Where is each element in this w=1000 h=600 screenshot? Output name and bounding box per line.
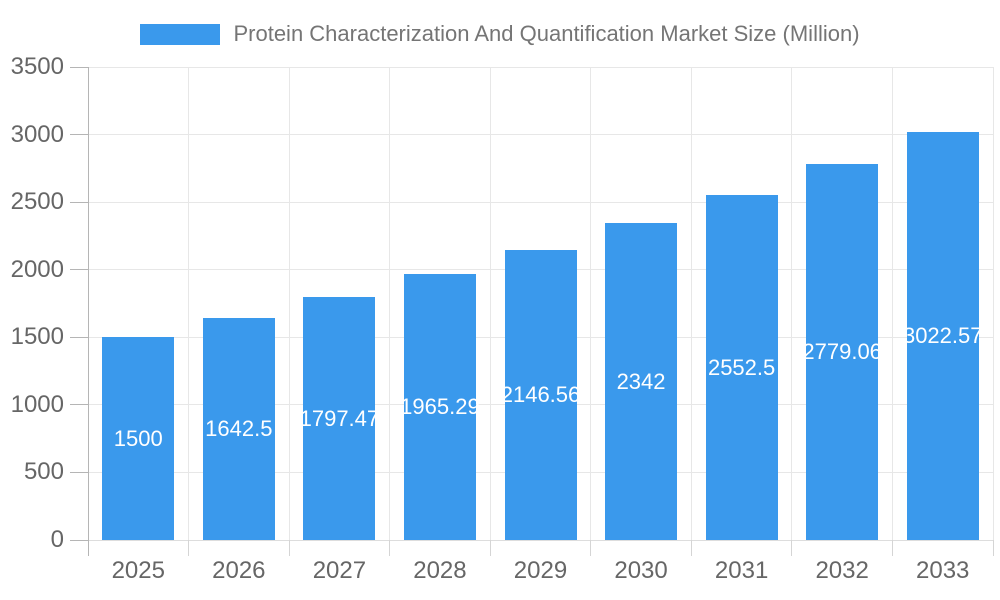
bar-value-label-2026: 1642.5: [205, 416, 273, 441]
x-axis-label-2033: 2033: [916, 557, 970, 584]
gridline-x-3: [389, 67, 391, 540]
x-axis-label-2026: 2026: [212, 557, 266, 584]
y-axis-label-1500: 1500: [10, 323, 64, 351]
legend: Protein Characterization And Quantificat…: [0, 21, 1000, 47]
x-tick-7: [791, 540, 793, 556]
y-axis-label-500: 500: [23, 458, 64, 486]
bar-2033[interactable]: 3022.57: [903, 131, 982, 540]
y-tick-2500: [70, 201, 88, 203]
bar-value-label-2029: 2146.56: [500, 381, 581, 407]
gridline-y-3500: [88, 66, 993, 68]
chart-title: Protein Characterization And Quantificat…: [233, 21, 860, 46]
bar-2032[interactable]: 2779.06: [802, 164, 882, 540]
x-axis-label-2027: 2027: [312, 557, 367, 584]
x-tick-9: [992, 540, 994, 556]
bar-2028[interactable]: 1965.29: [400, 274, 480, 540]
x-tick-1: [188, 540, 190, 556]
gridline-y-0: [88, 539, 993, 541]
y-tick-1000: [70, 404, 88, 406]
x-axis-label-2025: 2025: [111, 557, 165, 584]
y-tick-3500: [70, 66, 88, 68]
y-axis-label-1000: 1000: [10, 390, 64, 418]
gridline-x-4: [489, 67, 491, 540]
gridline-x-9: [992, 67, 994, 540]
bar-value-label-2028: 1965.29: [400, 394, 480, 420]
y-axis-label-3500: 3500: [10, 53, 64, 80]
y-axis-label-2500: 2500: [10, 188, 64, 216]
bar-2026[interactable]: 1642.5: [202, 318, 275, 540]
bar-value-label-2031: 2552.5: [707, 354, 776, 380]
y-axis-line: [87, 67, 89, 556]
legend-item[interactable]: Protein Characterization And Quantificat…: [140, 21, 860, 47]
x-axis-label-2031: 2031: [714, 557, 769, 584]
bar-2030[interactable]: 2342: [605, 223, 678, 540]
y-axis-label-0: 0: [50, 526, 64, 553]
bar-value-label-2025: 1500: [113, 425, 163, 451]
x-tick-2: [288, 540, 290, 556]
y-tick-3000: [70, 134, 88, 136]
bar-value-label-2027: 1797.47: [299, 405, 380, 431]
gridline-x-1: [188, 67, 190, 540]
bar-2031[interactable]: 2552.5: [705, 195, 778, 540]
x-axis-label-2032: 2032: [815, 557, 869, 584]
gridline-x-8: [891, 67, 893, 540]
y-tick-0: [70, 539, 88, 541]
gridline-x-7: [791, 67, 793, 540]
x-tick-8: [891, 540, 893, 556]
x-axis-label-2030: 2030: [614, 557, 668, 584]
x-axis-label-2029: 2029: [513, 557, 568, 584]
gridline-x-5: [590, 67, 592, 540]
x-tick-5: [590, 540, 592, 556]
x-tick-6: [690, 540, 692, 556]
gridline-y-3000: [88, 134, 993, 136]
y-tick-1500: [70, 336, 88, 338]
y-tick-2000: [70, 269, 88, 271]
bar-2029[interactable]: 2146.56: [501, 249, 580, 540]
legend-swatch: [140, 23, 221, 45]
gridline-x-6: [690, 67, 692, 540]
bar-value-label-2032: 2779.06: [802, 339, 882, 365]
x-tick-4: [489, 540, 491, 556]
gridline-x-2: [288, 67, 290, 540]
bar-2027[interactable]: 1797.47: [300, 297, 379, 540]
bar-value-label-2033: 3022.57: [902, 322, 983, 348]
y-tick-500: [70, 471, 88, 473]
bar-2025[interactable]: 1500: [102, 337, 175, 540]
bar-value-label-2030: 2342: [616, 368, 666, 394]
x-tick-3: [389, 540, 391, 556]
gridline-y-2500: [88, 201, 993, 203]
y-axis-label-3000: 3000: [10, 120, 64, 148]
y-axis-label-2000: 2000: [10, 255, 64, 283]
x-axis-label-2028: 2028: [413, 557, 467, 584]
